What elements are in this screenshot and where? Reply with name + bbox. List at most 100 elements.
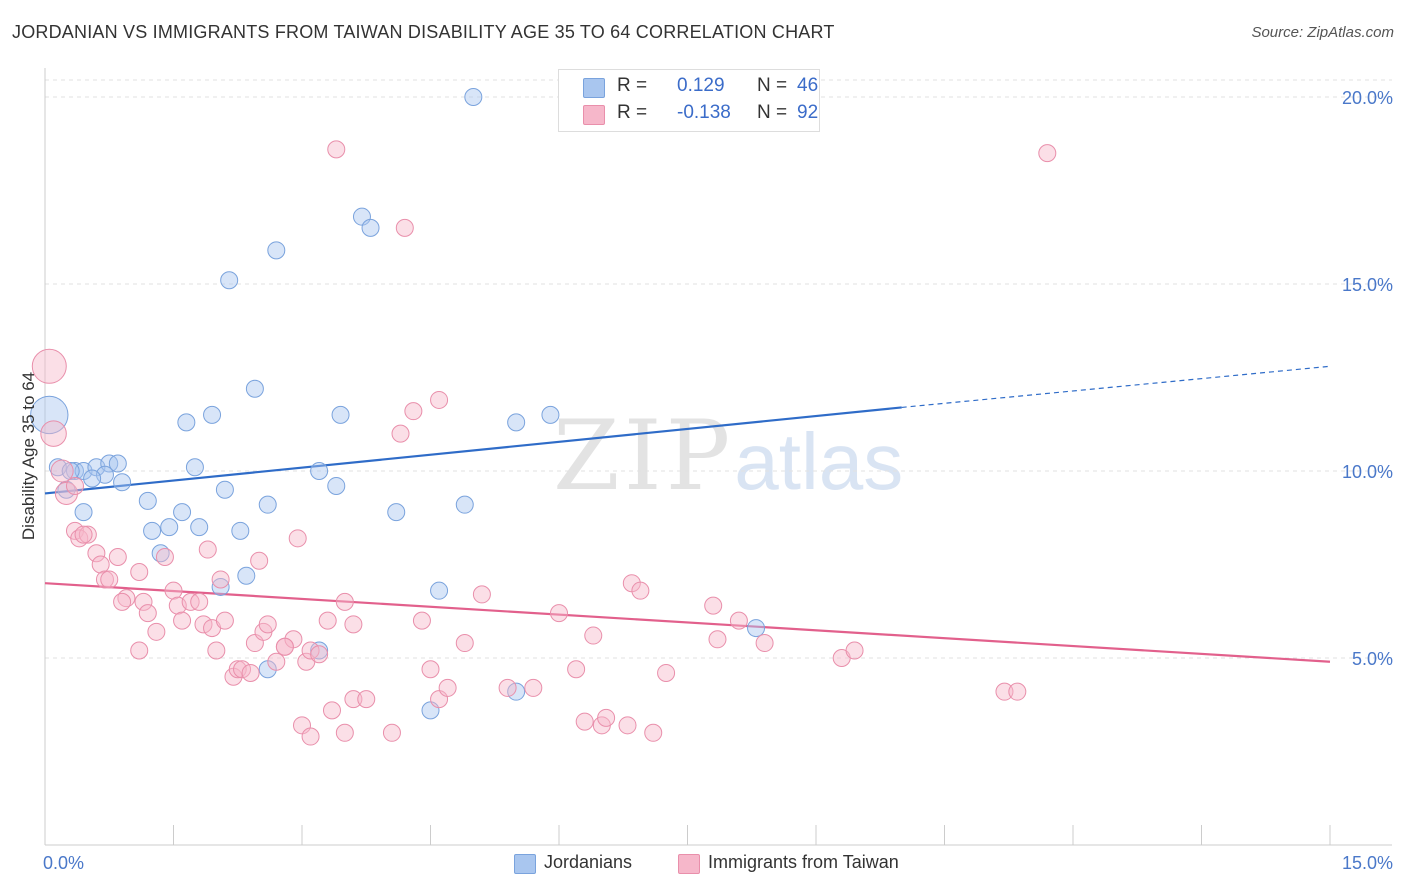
taiwan-point [318, 611, 337, 630]
taiwan-point [50, 459, 74, 483]
taiwan-point [391, 424, 410, 443]
n-value: 46 [797, 75, 819, 96]
jordanian-point [464, 88, 483, 106]
y-tick-label: 5.0% [1352, 649, 1393, 669]
taiwan-point [130, 641, 149, 660]
taiwan-point [472, 585, 491, 604]
taiwan-point [357, 690, 376, 709]
jordanian-point [173, 503, 192, 522]
r-value: -0.138 [677, 102, 731, 123]
taiwan-point [113, 592, 132, 611]
taiwan-point [108, 548, 127, 567]
x-tick-label: 0.0% [43, 853, 84, 873]
taiwan-point [335, 723, 354, 742]
legend-label: Immigrants from Taiwan [708, 852, 899, 872]
taiwan-point [550, 604, 568, 623]
taiwan-point [708, 630, 727, 649]
data-points [30, 88, 1057, 746]
taiwan-point [275, 637, 294, 656]
taiwan-point [644, 723, 663, 742]
taiwan-point [845, 641, 864, 660]
jordanian-point [455, 495, 474, 514]
jordanian-point [327, 476, 346, 495]
taiwan-trend-line [44, 582, 1331, 663]
taiwan-point [575, 712, 594, 731]
taiwan-point [164, 581, 183, 600]
taiwan-point [395, 218, 414, 237]
jordanian-point [747, 619, 766, 638]
jordanian-point [267, 241, 286, 260]
r-label: R = [617, 102, 648, 123]
jordanian-trend-line [44, 406, 902, 495]
taiwan-point [438, 678, 457, 697]
jordanian-point [203, 405, 222, 424]
y-tick-label: 20.0% [1342, 88, 1393, 108]
jordanian-point [237, 566, 256, 585]
taiwan-point [215, 611, 234, 630]
taiwan-point [344, 690, 363, 709]
taiwan-point [91, 555, 110, 574]
taiwan-point [567, 660, 586, 679]
taiwan-point [404, 402, 423, 421]
jordanian-point [74, 503, 93, 522]
taiwan-point [147, 622, 166, 641]
taiwan-point [755, 634, 774, 653]
taiwan-point [211, 570, 230, 589]
taiwan-point [258, 615, 277, 634]
taiwan-point [327, 140, 346, 159]
jordanians-swatch [583, 78, 605, 98]
y-tick-label: 10.0% [1342, 462, 1393, 482]
axis-labels: 5.0% 10.0% 15.0% 20.0% 0.0% 15.0% Disability A… [19, 88, 1393, 873]
taiwan-legend-swatch [678, 854, 700, 874]
r-value: 0.129 [677, 75, 725, 96]
taiwan-point [412, 611, 431, 630]
taiwan-point [704, 596, 723, 615]
jordanian-point [160, 518, 179, 537]
jordanian-point [177, 413, 196, 432]
jordanian-point [231, 521, 250, 540]
jordanian-point [430, 581, 449, 600]
taiwan-point [301, 727, 320, 746]
taiwan-point [31, 348, 67, 384]
r-label: R = [617, 75, 648, 96]
jordanian-point [387, 503, 406, 522]
jordanian-point [143, 521, 162, 540]
taiwan-point [729, 611, 748, 630]
taiwan-point [100, 570, 119, 589]
taiwan-point [198, 540, 217, 559]
jordanian-point [108, 454, 127, 473]
taiwan-point [1038, 144, 1057, 163]
taiwan-point [65, 476, 84, 495]
jordanian-point [541, 405, 560, 424]
watermark-zip: ZIP [553, 400, 735, 512]
taiwan-point [631, 581, 650, 600]
watermark: ZIPatlas [553, 400, 903, 512]
taiwan-point [87, 544, 106, 563]
taiwan-point [584, 626, 603, 645]
taiwan-point [524, 678, 543, 697]
taiwan-point [618, 716, 637, 735]
taiwan-point [74, 525, 93, 544]
taiwan-point [597, 708, 616, 727]
jordanian-point [113, 473, 132, 492]
taiwan-point [54, 481, 78, 505]
jordanian-trend-extension [901, 365, 1331, 409]
taiwan-point [173, 611, 192, 630]
jordanian-point [61, 462, 80, 480]
jordanian-point [331, 405, 350, 424]
jordanian-point [258, 495, 277, 514]
taiwan-point [95, 570, 114, 589]
legend-label: Jordanians [544, 852, 633, 872]
taiwan-point [155, 548, 174, 567]
x-tick-label: 15.0% [1342, 853, 1393, 873]
taiwan-point [1008, 682, 1027, 701]
jordanian-point [190, 518, 209, 537]
n-label: N = [757, 75, 788, 96]
jordanian-point [185, 458, 204, 477]
taiwan-point [322, 701, 341, 720]
jordanian-point [245, 379, 264, 398]
taiwan-point [250, 551, 269, 570]
taiwan-point [421, 660, 440, 679]
jordanian-point [30, 395, 69, 435]
